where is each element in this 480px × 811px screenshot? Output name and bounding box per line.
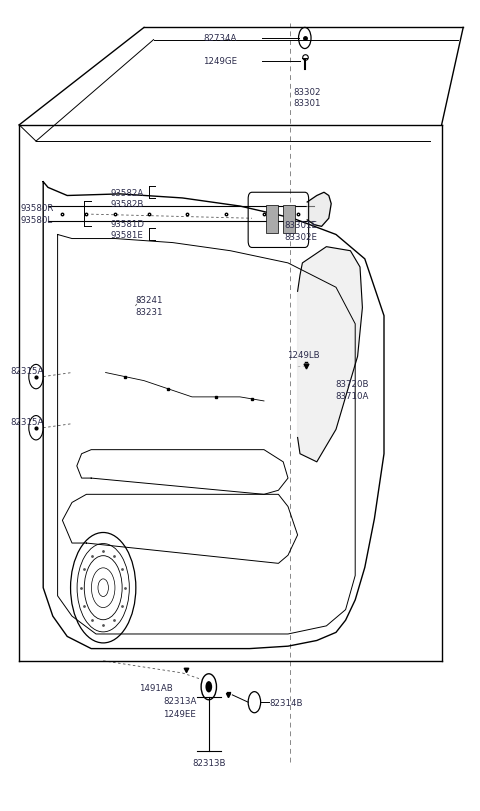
Polygon shape: [307, 193, 331, 227]
Text: 93581D: 93581D: [110, 219, 144, 229]
Text: 82734A: 82734A: [204, 34, 237, 44]
Text: 93582A: 93582A: [110, 188, 144, 198]
Text: 82313A: 82313A: [163, 696, 197, 706]
Text: 83241: 83241: [135, 295, 163, 305]
Text: 83710A: 83710A: [335, 391, 369, 401]
Text: 82315A: 82315A: [11, 417, 44, 427]
Text: 83720B: 83720B: [335, 379, 369, 388]
Text: 82313B: 82313B: [192, 757, 226, 767]
Text: 1491AB: 1491AB: [139, 683, 173, 693]
Bar: [266, 206, 278, 234]
Text: 83301E: 83301E: [284, 221, 317, 230]
Text: 93582B: 93582B: [110, 200, 144, 209]
Text: 1249LB: 1249LB: [287, 350, 320, 360]
Bar: [283, 206, 295, 234]
Text: 1249EE: 1249EE: [163, 709, 196, 719]
Text: 1249GE: 1249GE: [203, 57, 237, 67]
Text: 83231: 83231: [135, 307, 163, 317]
Text: 83301: 83301: [294, 99, 321, 109]
Text: 82315A: 82315A: [11, 366, 44, 375]
Text: 83302E: 83302E: [284, 232, 317, 242]
Text: 93581E: 93581E: [110, 230, 143, 240]
Text: 82314B: 82314B: [270, 697, 303, 707]
Text: 93580L: 93580L: [20, 216, 52, 225]
Polygon shape: [298, 247, 362, 462]
Text: 83302: 83302: [294, 88, 321, 97]
Circle shape: [205, 681, 212, 693]
Text: 93580R: 93580R: [20, 204, 54, 213]
